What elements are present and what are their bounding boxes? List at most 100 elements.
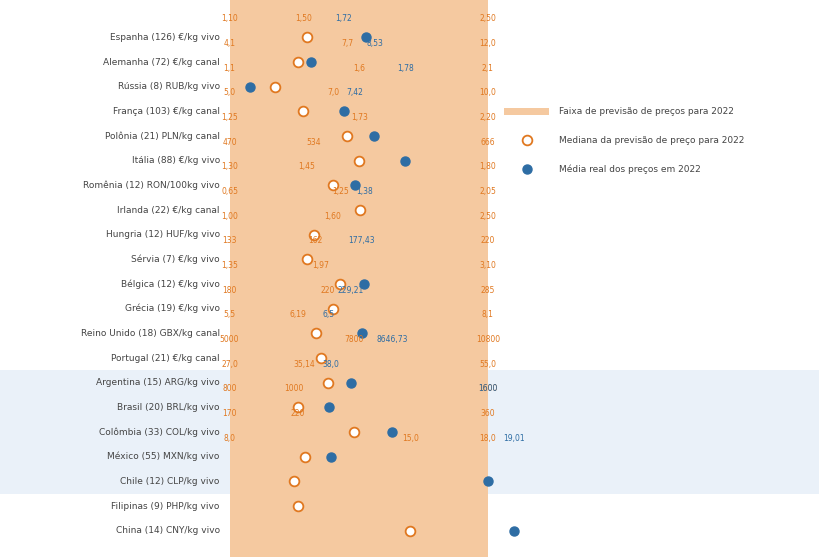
Text: 1,50: 1,50 <box>295 14 311 23</box>
FancyBboxPatch shape <box>229 0 487 145</box>
Text: Irlanda (22) €/kg canal: Irlanda (22) €/kg canal <box>117 206 219 214</box>
FancyBboxPatch shape <box>229 102 487 269</box>
Text: 10800: 10800 <box>475 335 500 344</box>
Text: 6,5: 6,5 <box>323 310 335 319</box>
Text: 285: 285 <box>480 286 495 295</box>
Text: 4,1: 4,1 <box>224 39 235 48</box>
Text: 2,50: 2,50 <box>479 14 495 23</box>
Text: 1,38: 1,38 <box>355 187 372 196</box>
Text: Portugal (21) €/kg canal: Portugal (21) €/kg canal <box>111 354 219 363</box>
Text: 133: 133 <box>222 236 237 246</box>
Text: 1,10: 1,10 <box>221 14 238 23</box>
Text: Brasil (20) BRL/kg vivo: Brasil (20) BRL/kg vivo <box>117 403 219 412</box>
Text: 180: 180 <box>222 286 237 295</box>
FancyBboxPatch shape <box>229 52 487 219</box>
Text: China (14) CNY/kg vivo: China (14) CNY/kg vivo <box>115 526 219 535</box>
Text: 8,1: 8,1 <box>482 310 493 319</box>
FancyBboxPatch shape <box>229 447 487 557</box>
Text: Romênia (12) RON/100kg vivo: Romênia (12) RON/100kg vivo <box>83 180 219 190</box>
Text: Rússia (8) RUB/kg vivo: Rússia (8) RUB/kg vivo <box>117 82 219 91</box>
FancyBboxPatch shape <box>229 349 487 516</box>
Text: França (103) €/kg canal: França (103) €/kg canal <box>113 107 219 116</box>
Text: 1,00: 1,00 <box>221 212 238 221</box>
FancyBboxPatch shape <box>229 28 487 195</box>
Text: 19,01: 19,01 <box>503 434 524 443</box>
Text: 7,0: 7,0 <box>327 89 338 97</box>
Text: 12,0: 12,0 <box>479 39 495 48</box>
Text: Espanha (126) €/kg vivo: Espanha (126) €/kg vivo <box>110 33 219 42</box>
Text: 1,73: 1,73 <box>351 113 368 122</box>
Text: Hungria (12) HUF/kg vivo: Hungria (12) HUF/kg vivo <box>106 230 219 240</box>
Text: 55,0: 55,0 <box>479 360 495 369</box>
Text: 10,0: 10,0 <box>479 89 495 97</box>
Text: 18,0: 18,0 <box>479 434 495 443</box>
Text: 27,0: 27,0 <box>221 360 238 369</box>
FancyBboxPatch shape <box>229 275 487 442</box>
Text: Colômbia (33) COL/kg vivo: Colômbia (33) COL/kg vivo <box>99 427 219 437</box>
Text: 1,80: 1,80 <box>479 163 495 172</box>
FancyBboxPatch shape <box>229 398 487 557</box>
Text: 0,65: 0,65 <box>221 187 238 196</box>
Text: Itália (88) €/kg vivo: Itália (88) €/kg vivo <box>131 156 219 165</box>
Text: 1,45: 1,45 <box>298 163 315 172</box>
Text: 2,1: 2,1 <box>482 63 493 73</box>
Text: 170: 170 <box>222 409 237 418</box>
Text: 1,6: 1,6 <box>352 63 364 73</box>
Text: 360: 360 <box>480 409 495 418</box>
Text: México (55) MXN/kg vivo: México (55) MXN/kg vivo <box>107 452 219 462</box>
Text: 5,5: 5,5 <box>224 310 235 319</box>
Text: 7,42: 7,42 <box>346 89 363 97</box>
Text: Alemanha (72) €/kg canal: Alemanha (72) €/kg canal <box>103 57 219 67</box>
Text: 7,7: 7,7 <box>341 39 353 48</box>
Text: 1,78: 1,78 <box>396 63 413 73</box>
Text: 1,1: 1,1 <box>224 63 235 73</box>
Text: Polônia (21) PLN/kg canal: Polônia (21) PLN/kg canal <box>105 131 219 141</box>
Text: 5000: 5000 <box>219 335 239 344</box>
Text: Bélgica (12) €/kg vivo: Bélgica (12) €/kg vivo <box>120 279 219 289</box>
Text: 534: 534 <box>306 138 321 146</box>
Text: 8,53: 8,53 <box>365 39 382 48</box>
Text: 666: 666 <box>480 138 495 146</box>
Text: Média real dos preços em 2022: Média real dos preços em 2022 <box>559 164 700 174</box>
Text: Grécia (19) €/kg vivo: Grécia (19) €/kg vivo <box>124 304 219 314</box>
Text: 1,97: 1,97 <box>312 261 329 270</box>
FancyBboxPatch shape <box>229 77 487 245</box>
Text: 38,0: 38,0 <box>322 360 339 369</box>
FancyBboxPatch shape <box>504 108 549 115</box>
Text: 800: 800 <box>222 384 237 393</box>
Text: 1600: 1600 <box>477 384 497 393</box>
Text: 8646,73: 8646,73 <box>376 335 407 344</box>
FancyBboxPatch shape <box>229 151 487 318</box>
Text: 220: 220 <box>320 286 335 295</box>
Text: 2,20: 2,20 <box>479 113 495 122</box>
Text: Sérvia (7) €/kg vivo: Sérvia (7) €/kg vivo <box>131 255 219 264</box>
FancyBboxPatch shape <box>229 250 487 417</box>
Text: 35,14: 35,14 <box>293 360 315 369</box>
Text: 2,05: 2,05 <box>479 187 495 196</box>
Text: 470: 470 <box>222 138 237 146</box>
Text: 6,19: 6,19 <box>289 310 306 319</box>
Text: 220: 220 <box>290 409 305 418</box>
FancyBboxPatch shape <box>229 126 487 294</box>
Text: 220: 220 <box>480 236 495 246</box>
Text: 162: 162 <box>308 236 323 246</box>
Text: Chile (12) CLP/kg vivo: Chile (12) CLP/kg vivo <box>120 477 219 486</box>
Text: 1000: 1000 <box>284 384 304 393</box>
Text: 1,25: 1,25 <box>221 113 238 122</box>
Text: 3,10: 3,10 <box>479 261 495 270</box>
Text: Mediana da previsão de preço para 2022: Mediana da previsão de preço para 2022 <box>559 136 744 145</box>
Text: 1600: 1600 <box>477 384 497 393</box>
FancyBboxPatch shape <box>229 324 487 491</box>
Text: 7800: 7800 <box>344 335 364 344</box>
Text: Filipinas (9) PHP/kg vivo: Filipinas (9) PHP/kg vivo <box>111 501 219 511</box>
FancyBboxPatch shape <box>229 176 487 343</box>
FancyBboxPatch shape <box>229 299 487 466</box>
Text: 1,35: 1,35 <box>221 261 238 270</box>
Text: 1,72: 1,72 <box>335 14 352 23</box>
Text: 1,25: 1,25 <box>332 187 348 196</box>
FancyBboxPatch shape <box>229 201 487 368</box>
Text: 5,0: 5,0 <box>224 89 235 97</box>
Text: 2,50: 2,50 <box>479 212 495 221</box>
Text: Reino Unido (18) GBX/kg canal: Reino Unido (18) GBX/kg canal <box>80 329 219 338</box>
FancyBboxPatch shape <box>0 370 819 494</box>
